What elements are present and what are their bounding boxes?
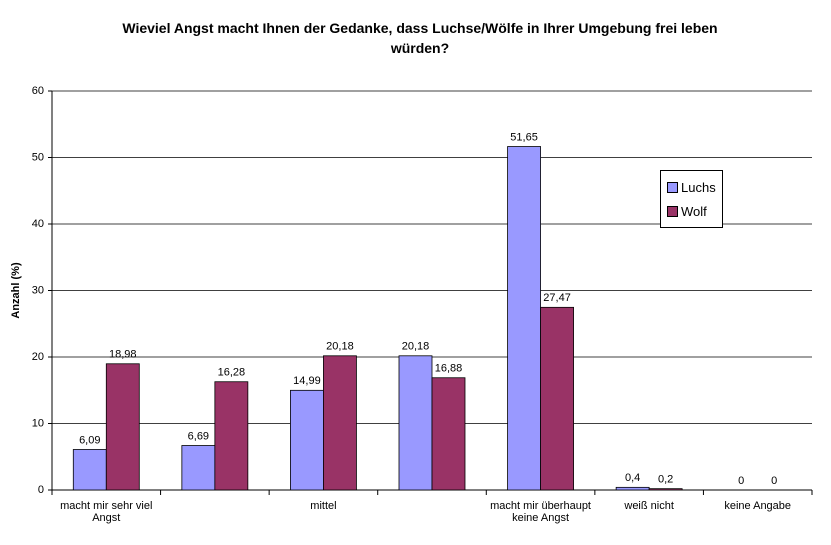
value-label: 0 [771, 475, 777, 487]
value-label: 14,99 [293, 375, 321, 387]
value-label: 20,18 [402, 341, 430, 353]
bar [105, 363, 140, 491]
legend-label: Luchs [681, 179, 716, 195]
y-tick-label: 0 [38, 484, 44, 496]
value-label: 0 [738, 475, 744, 487]
y-tick-label: 50 [32, 151, 44, 163]
bar [648, 488, 683, 491]
value-label: 6,09 [79, 434, 100, 446]
bar [181, 445, 216, 491]
x-tick-label: macht mir sehr viel Angst [60, 500, 153, 524]
value-label: 51,65 [510, 131, 538, 143]
bar [540, 306, 574, 491]
legend-label: Wolf [681, 203, 707, 219]
bar [72, 449, 107, 491]
legend-swatch [667, 205, 678, 217]
y-tick-label: 30 [32, 284, 44, 296]
y-tick-label: 60 [32, 85, 44, 97]
value-label: 16,88 [435, 363, 463, 375]
bar [398, 355, 433, 491]
legend-swatch [667, 181, 678, 193]
value-label: 0,4 [625, 472, 640, 484]
y-axis-label: Anzahl (%) [10, 262, 22, 319]
legend-item: Luchs [667, 175, 716, 199]
x-tick-label: keine Angabe [724, 500, 792, 512]
bar [507, 146, 541, 491]
y-tick-label: 20 [32, 351, 44, 363]
legend: Luchs Wolf [660, 170, 723, 228]
bar [290, 389, 324, 491]
bar [214, 381, 249, 491]
value-label: 20,18 [326, 341, 354, 353]
bar [615, 486, 650, 491]
x-tick-label: mittel [310, 500, 337, 512]
chart-title: Wieviel Angst macht Ihnen der Gedanke, d… [122, 20, 718, 56]
x-tick-label: weiß nicht [624, 500, 674, 512]
y-tick-label: 10 [32, 417, 44, 429]
value-label: 16,28 [218, 367, 246, 379]
bar [323, 355, 357, 491]
value-label: 18,98 [109, 349, 137, 361]
y-tick-label: 40 [32, 218, 44, 230]
value-label: 27,47 [543, 292, 571, 304]
value-label: 0,2 [658, 474, 673, 486]
legend-item: Wolf [667, 199, 716, 223]
x-tick-label: macht mir überhaupt keine Angst [490, 500, 591, 524]
bar [431, 377, 466, 491]
value-label: 6,69 [188, 430, 209, 442]
